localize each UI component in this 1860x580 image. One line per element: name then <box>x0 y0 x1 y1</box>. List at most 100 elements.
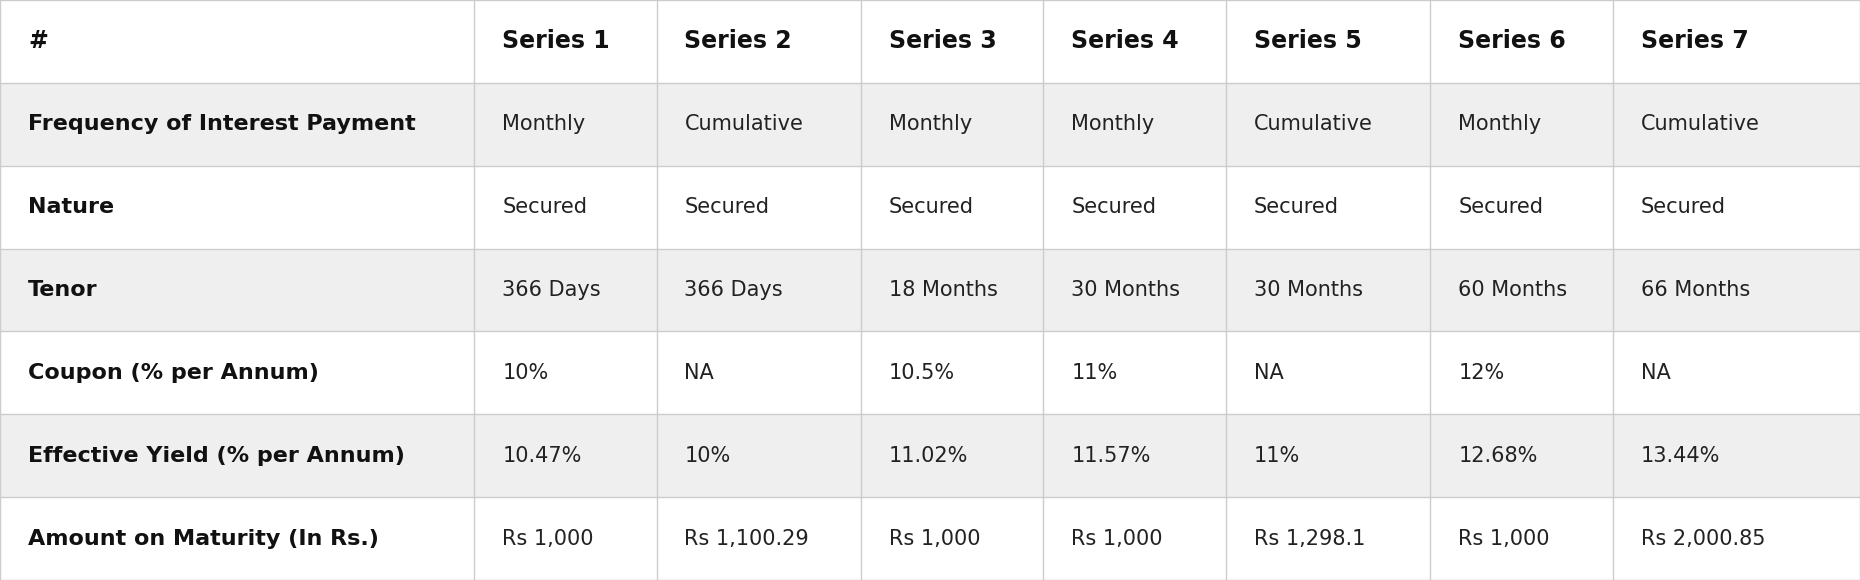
Bar <box>1226 249 1430 331</box>
Text: Rs 1,000: Rs 1,000 <box>889 528 980 549</box>
Text: Secured: Secured <box>889 197 975 217</box>
Bar <box>0 414 474 497</box>
Bar <box>0 249 474 331</box>
Text: 30 Months: 30 Months <box>1254 280 1363 300</box>
Text: Secured: Secured <box>684 197 770 217</box>
Bar <box>1613 249 1860 331</box>
Text: 66 Months: 66 Months <box>1641 280 1750 300</box>
Text: Secured: Secured <box>502 197 588 217</box>
Bar <box>1430 414 1613 497</box>
Bar <box>657 331 861 414</box>
Text: 18 Months: 18 Months <box>889 280 999 300</box>
Bar <box>657 497 861 580</box>
Bar <box>861 166 1043 249</box>
Bar <box>1043 331 1226 414</box>
Text: Series 7: Series 7 <box>1641 30 1748 53</box>
Text: NA: NA <box>684 363 714 383</box>
Text: 60 Months: 60 Months <box>1458 280 1568 300</box>
Text: 13.44%: 13.44% <box>1641 445 1720 466</box>
Text: Effective Yield (% per Annum): Effective Yield (% per Annum) <box>28 445 405 466</box>
Text: 11%: 11% <box>1071 363 1118 383</box>
Text: Frequency of Interest Payment: Frequency of Interest Payment <box>28 114 415 135</box>
Text: Monthly: Monthly <box>1458 114 1542 135</box>
Text: Rs 1,000: Rs 1,000 <box>1458 528 1549 549</box>
Bar <box>861 331 1043 414</box>
Bar <box>1613 166 1860 249</box>
Bar <box>1613 331 1860 414</box>
Text: 10%: 10% <box>502 363 549 383</box>
Text: 366 Days: 366 Days <box>684 280 783 300</box>
Bar <box>861 414 1043 497</box>
Bar <box>657 83 861 166</box>
Text: 11%: 11% <box>1254 445 1300 466</box>
Bar <box>474 249 657 331</box>
Bar <box>657 0 861 83</box>
Text: Series 5: Series 5 <box>1254 30 1362 53</box>
Text: Secured: Secured <box>1458 197 1544 217</box>
Bar <box>1430 497 1613 580</box>
Bar <box>1226 497 1430 580</box>
Bar <box>861 249 1043 331</box>
Bar <box>861 0 1043 83</box>
Bar <box>474 83 657 166</box>
Text: 11.02%: 11.02% <box>889 445 969 466</box>
Bar <box>1043 414 1226 497</box>
Text: Rs 2,000.85: Rs 2,000.85 <box>1641 528 1765 549</box>
Bar <box>474 497 657 580</box>
Text: Amount on Maturity (In Rs.): Amount on Maturity (In Rs.) <box>28 528 379 549</box>
Bar <box>1226 83 1430 166</box>
Text: Rs 1,100.29: Rs 1,100.29 <box>684 528 809 549</box>
Bar <box>0 331 474 414</box>
Text: Rs 1,298.1: Rs 1,298.1 <box>1254 528 1365 549</box>
Bar <box>1430 83 1613 166</box>
Text: Cumulative: Cumulative <box>684 114 804 135</box>
Bar <box>657 249 861 331</box>
Text: Secured: Secured <box>1071 197 1157 217</box>
Bar <box>1613 0 1860 83</box>
Bar <box>1043 166 1226 249</box>
Bar <box>861 83 1043 166</box>
Text: 11.57%: 11.57% <box>1071 445 1151 466</box>
Bar <box>1613 414 1860 497</box>
Text: Series 3: Series 3 <box>889 30 997 53</box>
Text: Rs 1,000: Rs 1,000 <box>502 528 593 549</box>
Bar <box>0 83 474 166</box>
Bar <box>1613 83 1860 166</box>
Text: NA: NA <box>1254 363 1283 383</box>
Bar <box>0 0 474 83</box>
Bar <box>474 331 657 414</box>
Bar <box>1043 83 1226 166</box>
Bar <box>1043 249 1226 331</box>
Text: Monthly: Monthly <box>1071 114 1155 135</box>
Bar <box>1613 497 1860 580</box>
Text: NA: NA <box>1641 363 1670 383</box>
Text: #: # <box>28 30 48 53</box>
Text: 10%: 10% <box>684 445 731 466</box>
Text: Series 1: Series 1 <box>502 30 610 53</box>
Bar <box>0 166 474 249</box>
Bar <box>474 414 657 497</box>
Text: 10.47%: 10.47% <box>502 445 582 466</box>
Bar <box>1226 166 1430 249</box>
Bar <box>1226 331 1430 414</box>
Text: Secured: Secured <box>1641 197 1726 217</box>
Bar <box>1043 0 1226 83</box>
Bar <box>1043 497 1226 580</box>
Bar <box>474 166 657 249</box>
Bar <box>0 497 474 580</box>
Bar <box>657 414 861 497</box>
Text: Monthly: Monthly <box>889 114 973 135</box>
Text: Rs 1,000: Rs 1,000 <box>1071 528 1162 549</box>
Bar <box>1430 0 1613 83</box>
Text: Cumulative: Cumulative <box>1254 114 1373 135</box>
Text: 12.68%: 12.68% <box>1458 445 1538 466</box>
Bar <box>1226 414 1430 497</box>
Bar <box>1226 0 1430 83</box>
Text: Coupon (% per Annum): Coupon (% per Annum) <box>28 363 318 383</box>
Bar <box>1430 249 1613 331</box>
Text: Secured: Secured <box>1254 197 1339 217</box>
Text: 12%: 12% <box>1458 363 1505 383</box>
Text: 10.5%: 10.5% <box>889 363 956 383</box>
Bar <box>657 166 861 249</box>
Bar <box>474 0 657 83</box>
